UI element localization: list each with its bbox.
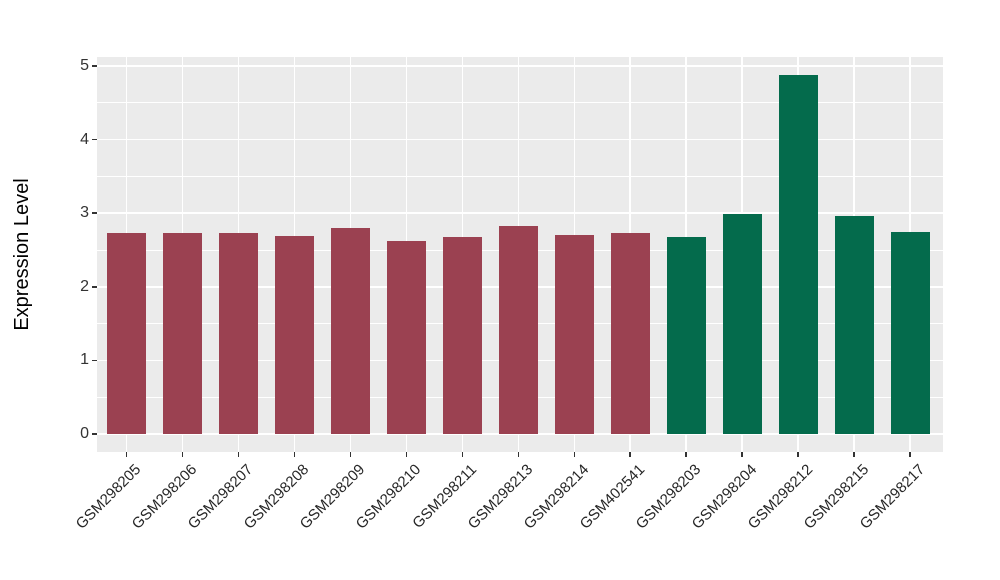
grid-minor-h-line — [97, 102, 943, 104]
x-tick-mark — [181, 452, 184, 457]
x-tick-mark — [797, 452, 799, 457]
x-tick-mark — [237, 452, 240, 457]
grid-major-h-line — [97, 433, 943, 435]
x-tick-mark — [405, 452, 408, 457]
y-tick-mark — [92, 433, 97, 435]
y-tick-label: 5 — [80, 57, 89, 74]
y-tick-label: 1 — [80, 351, 89, 369]
bar-GSM298217 — [890, 231, 930, 434]
bar-GSM298210 — [386, 241, 426, 434]
bar-GSM298203 — [666, 236, 706, 434]
y-tick-mark — [92, 65, 97, 67]
grid-major-h-line — [97, 138, 943, 141]
grid-major-h-line — [97, 65, 943, 67]
y-tick-mark — [92, 212, 97, 214]
y-tick-label: 3 — [80, 204, 89, 222]
x-tick-mark — [573, 452, 576, 457]
y-tick-mark — [92, 286, 97, 288]
bar-GSM298213 — [498, 226, 538, 434]
x-tick-mark — [349, 452, 352, 457]
y-tick-mark — [92, 138, 97, 141]
bar-GSM298206 — [163, 233, 203, 434]
bar-GSM298207 — [219, 233, 259, 434]
y-tick-label: 4 — [80, 130, 89, 148]
plot-panel — [97, 57, 943, 452]
x-tick-mark — [517, 452, 520, 457]
bar-GSM298212 — [778, 74, 818, 434]
y-tick-label: 2 — [80, 277, 89, 295]
x-tick-mark — [461, 452, 464, 457]
y-axis-title: Expression Level — [11, 178, 33, 331]
grid-minor-h-line — [97, 175, 943, 177]
x-tick-mark — [293, 452, 296, 457]
bar-GSM298211 — [442, 236, 482, 434]
bar-GSM298204 — [722, 213, 762, 434]
y-tick-label: 0 — [80, 425, 89, 442]
bar-GSM298208 — [275, 236, 315, 434]
x-tick-mark — [853, 452, 855, 457]
bar-GSM298215 — [834, 216, 874, 434]
bar-GSM402541 — [610, 233, 650, 434]
x-tick-mark — [125, 452, 128, 457]
x-tick-mark — [629, 452, 632, 457]
bar-GSM298214 — [554, 235, 594, 434]
x-tick-mark — [909, 452, 911, 457]
bar-GSM298209 — [331, 227, 370, 434]
x-tick-mark — [685, 452, 687, 457]
y-tick-mark — [92, 359, 97, 362]
bar-GSM298205 — [107, 233, 147, 434]
grid-major-h-line — [97, 212, 943, 214]
x-tick-mark — [741, 452, 743, 457]
